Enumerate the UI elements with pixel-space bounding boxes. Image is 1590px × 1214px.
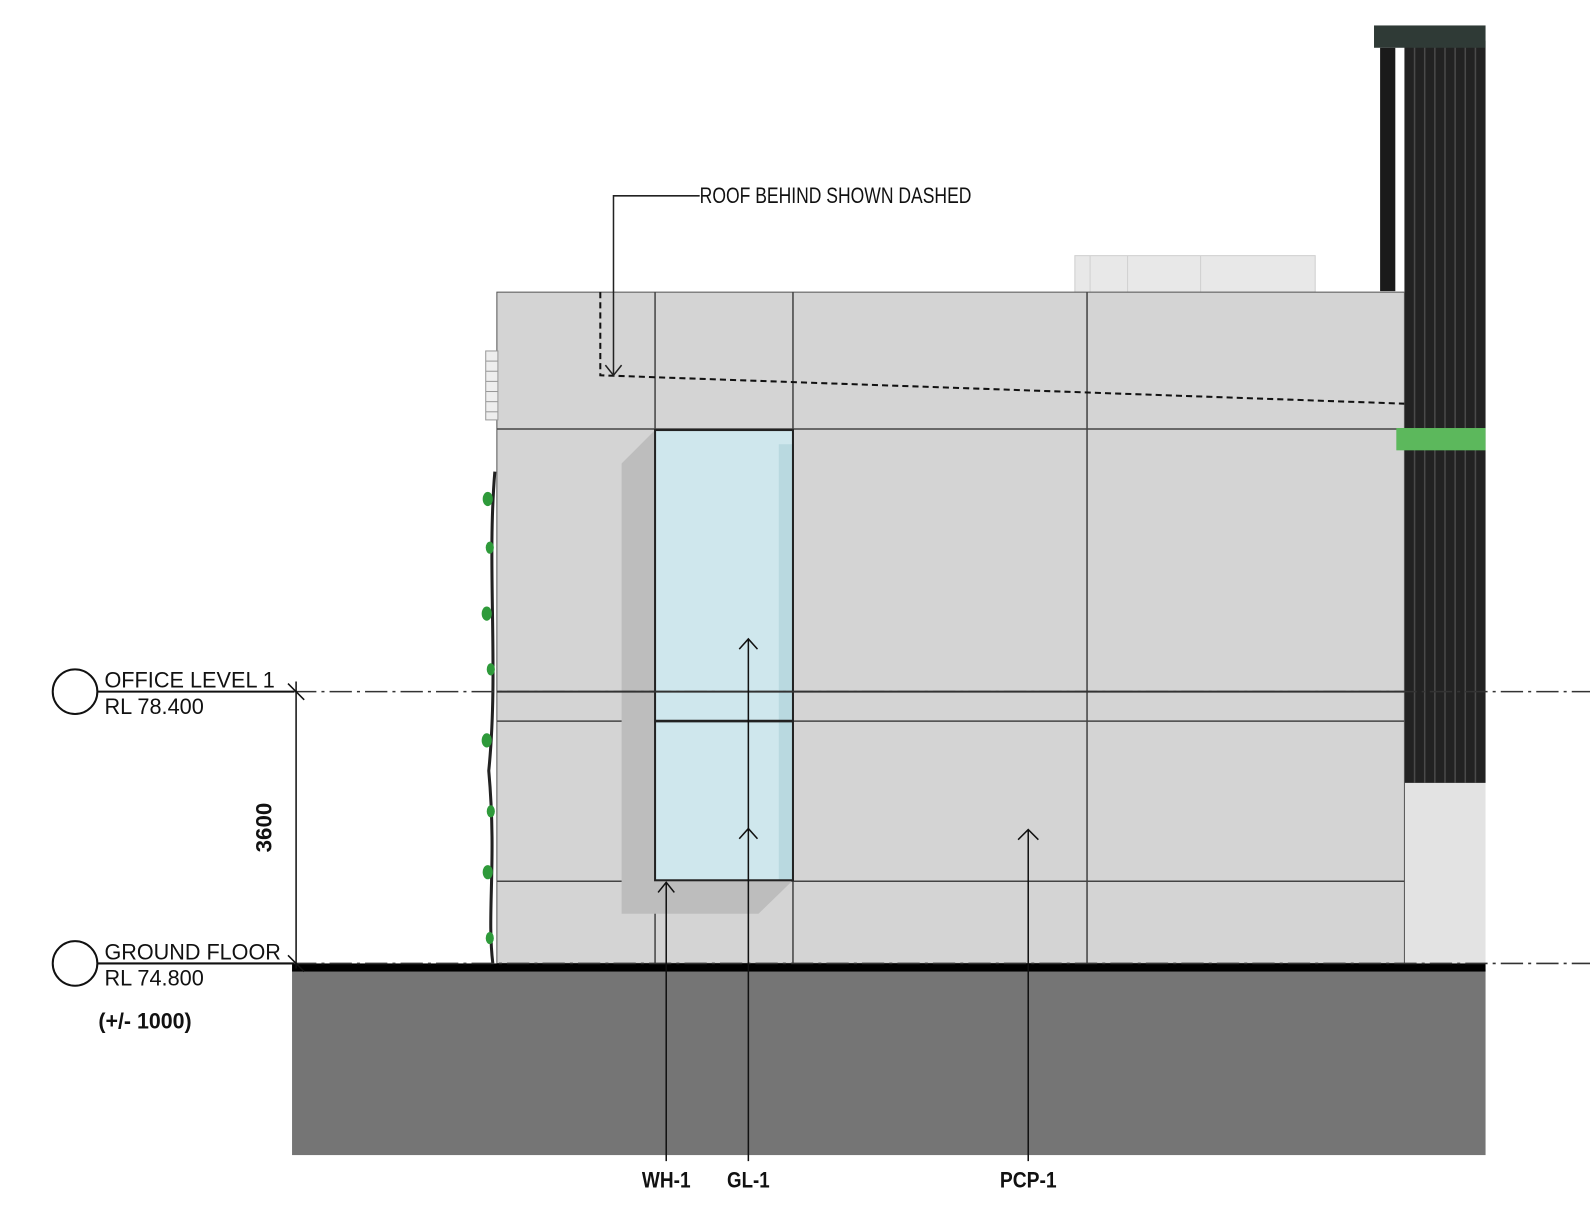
roof-note: ROOF BEHIND SHOWN DASHED xyxy=(700,183,972,208)
tag: GL-1 xyxy=(727,1168,770,1193)
base-panel xyxy=(1404,782,1486,964)
leader-arrow xyxy=(604,364,623,377)
tag: WH-1 xyxy=(642,1168,691,1193)
level-markers xyxy=(51,668,295,987)
ground xyxy=(292,969,1486,1156)
rooftop-units xyxy=(1074,255,1316,293)
green-band xyxy=(1396,428,1486,451)
dimension-line xyxy=(287,681,305,973)
dimension-text: 3600 xyxy=(252,803,277,853)
tag: PCP-1 xyxy=(1000,1168,1057,1193)
window-reveal xyxy=(778,444,793,881)
level-rl: RL 78.400 xyxy=(104,694,203,719)
tag-leaders xyxy=(657,637,1039,1162)
downpipe xyxy=(1380,47,1396,292)
window-frame xyxy=(654,429,794,882)
vine xyxy=(481,471,497,964)
vent xyxy=(485,350,499,421)
slab-line xyxy=(292,963,1486,972)
roof-cap xyxy=(1374,25,1486,48)
roof-dashed xyxy=(599,292,1405,405)
window xyxy=(655,430,793,881)
cladding-ribs xyxy=(1413,40,1477,783)
leader-line xyxy=(612,195,700,376)
level-name: OFFICE LEVEL 1 xyxy=(104,668,274,693)
level-rl: RL 74.800 xyxy=(104,966,203,991)
tolerance: (+/- 1000) xyxy=(98,1008,191,1033)
level-name: GROUND FLOOR xyxy=(104,939,280,964)
